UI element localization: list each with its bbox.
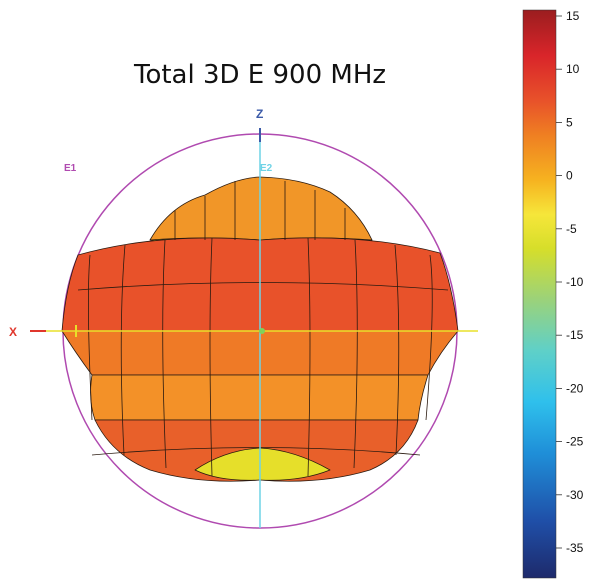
origin-marker [259,328,265,334]
colorbar-tick-label: -20 [566,381,584,395]
colorbar-tick-label: -10 [566,275,584,289]
colorbar-tick-label: 5 [566,115,573,129]
colorbar-tick-label: 15 [566,9,580,23]
colorbar-tick-label: 0 [566,169,573,183]
colorbar-tick-label: -35 [566,541,584,555]
e1-label: E1 [64,163,77,174]
bottom-cone [194,447,331,481]
e2-label: E2 [260,163,273,174]
colorbar-tick-label: -25 [566,435,584,449]
colorbar-tick-label: -30 [566,488,584,502]
colorbar-gradient [522,9,557,579]
colorbar-tick-label: -15 [566,328,584,342]
colorbar: 15 10 5 0 -5 -10 -15 -20 -25 -30 -35 [522,9,584,579]
plot-title: Total 3D E 900 MHz [133,60,387,90]
z-axis-label: Z [256,107,263,121]
colorbar-tick-label: 10 [566,62,580,76]
x-axis-label: X [9,325,17,339]
top-lobe [149,176,373,241]
pattern-body [61,176,459,482]
colorbar-tick-label: -5 [566,222,577,236]
